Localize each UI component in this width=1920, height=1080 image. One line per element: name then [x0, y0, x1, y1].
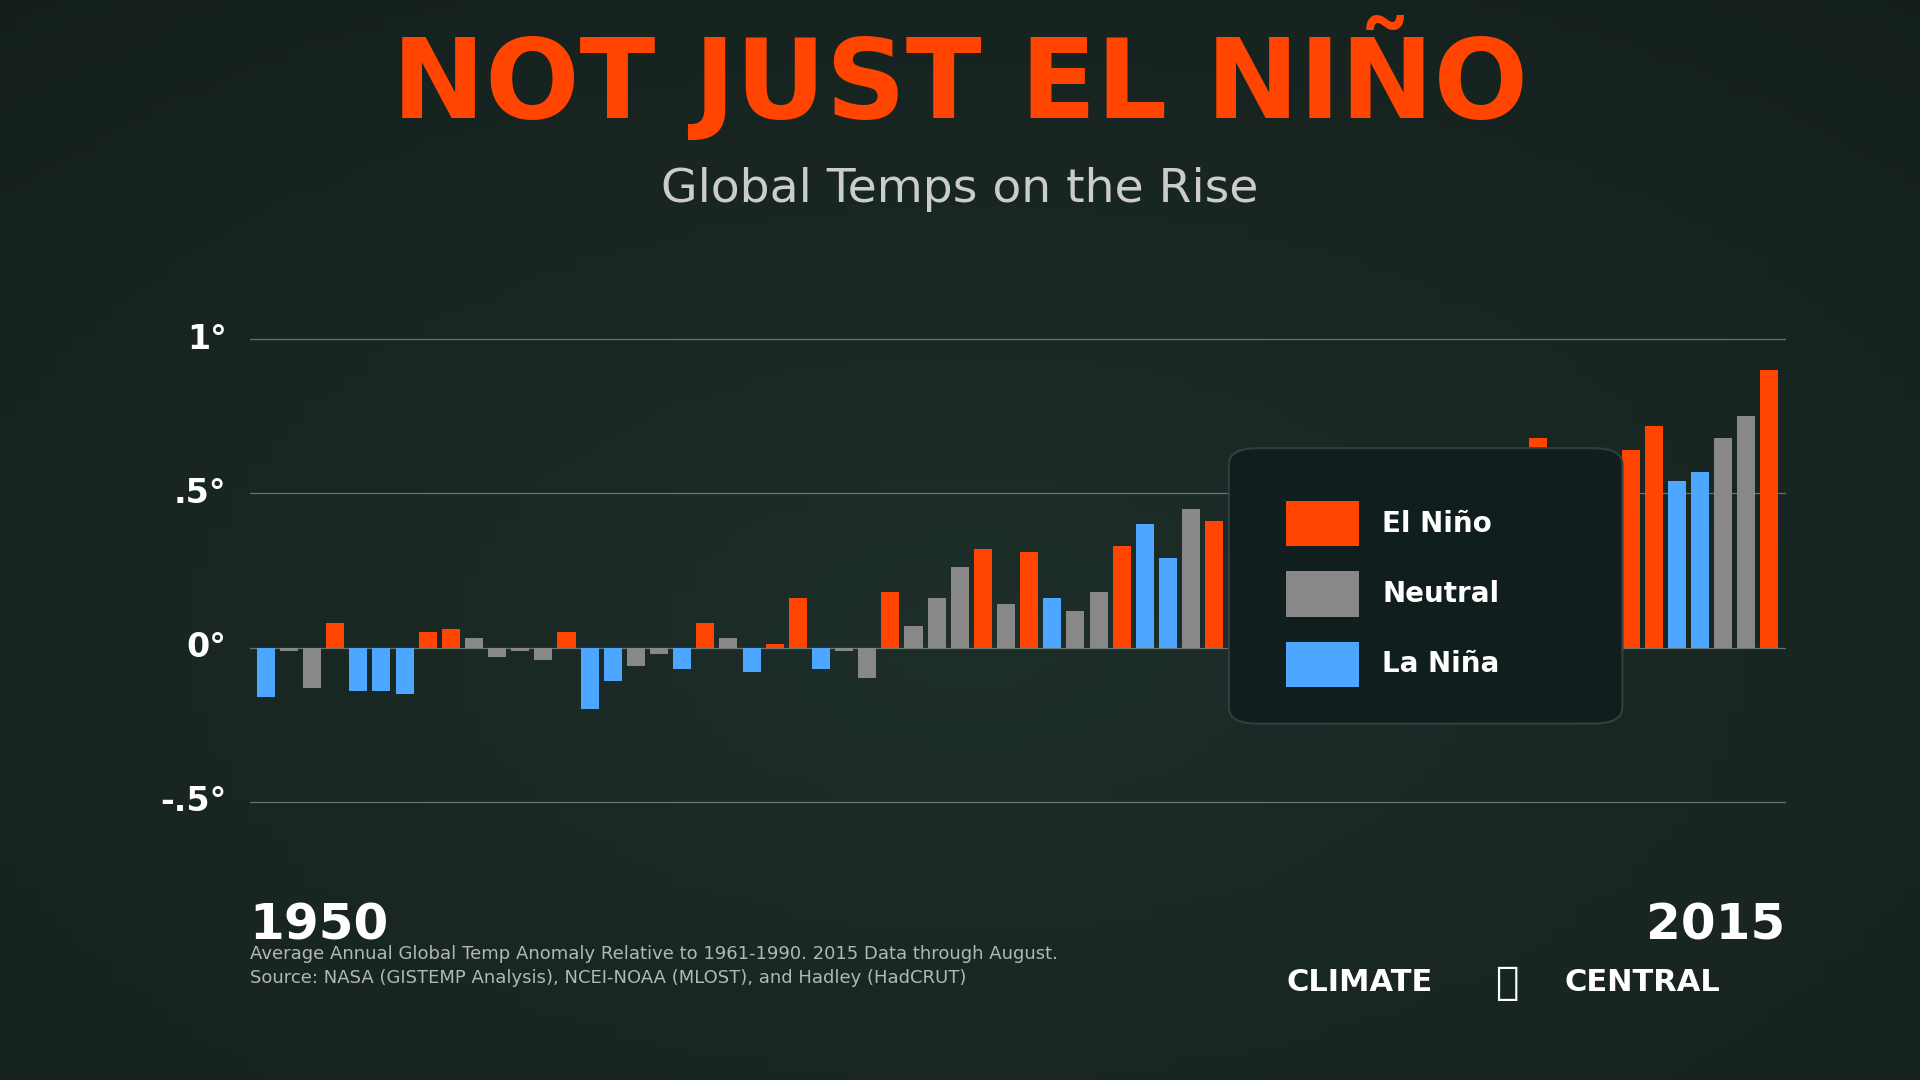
Bar [1528, 438, 1548, 648]
Bar [858, 648, 876, 678]
Bar [743, 648, 760, 672]
Bar [1298, 509, 1315, 648]
Bar [488, 648, 507, 657]
Bar [326, 623, 344, 648]
Text: La Niña: La Niña [1382, 650, 1500, 678]
Bar [349, 648, 367, 691]
Text: Neutral: Neutral [1382, 580, 1500, 608]
Bar [1622, 450, 1640, 648]
Text: NOT JUST EL NIÑO: NOT JUST EL NIÑO [392, 16, 1528, 141]
Bar [1390, 524, 1407, 648]
Bar [1551, 460, 1571, 648]
Bar [1183, 509, 1200, 648]
Bar [1275, 552, 1292, 648]
Bar [1252, 573, 1269, 648]
Bar [257, 648, 275, 697]
Bar [766, 645, 783, 648]
Bar [812, 648, 829, 670]
Bar [1413, 518, 1432, 648]
Bar [1020, 552, 1039, 648]
Bar [1066, 610, 1085, 648]
Bar [1738, 417, 1755, 648]
Bar [996, 605, 1016, 648]
Text: .5°: .5° [175, 477, 227, 510]
Text: Average Annual Global Temp Anomaly Relative to 1961-1990. 2015 Data through Augu: Average Annual Global Temp Anomaly Relat… [250, 945, 1058, 987]
Text: Global Temps on the Rise: Global Temps on the Rise [660, 167, 1260, 213]
Text: 0°: 0° [186, 631, 227, 664]
Bar [1761, 370, 1778, 648]
Bar [396, 648, 413, 693]
Bar [1137, 524, 1154, 648]
Bar [442, 629, 461, 648]
Text: El Niño: El Niño [1382, 510, 1492, 538]
Bar [1436, 481, 1455, 648]
Bar [835, 648, 852, 650]
Bar [697, 623, 714, 648]
Bar [904, 626, 922, 648]
Bar [1043, 598, 1062, 648]
Bar [557, 632, 576, 648]
Bar [881, 592, 899, 648]
Bar [1599, 481, 1617, 648]
Bar [1160, 558, 1177, 648]
Bar [280, 648, 298, 650]
Bar [927, 598, 947, 648]
Bar [651, 648, 668, 653]
Bar [789, 598, 806, 648]
Text: -.5°: -.5° [159, 785, 227, 819]
Bar [372, 648, 390, 691]
Bar [419, 632, 436, 648]
Bar [1367, 460, 1384, 648]
Bar [534, 648, 553, 660]
Bar [465, 638, 484, 648]
Bar [973, 549, 993, 648]
Bar [1574, 457, 1594, 648]
Bar [1344, 505, 1361, 648]
Bar [1715, 438, 1732, 648]
Text: ⦻: ⦻ [1496, 963, 1519, 1002]
Bar [1114, 545, 1131, 648]
Bar [1459, 454, 1478, 648]
Text: 1950: 1950 [250, 902, 390, 949]
Bar [1668, 481, 1686, 648]
Bar [720, 638, 737, 648]
Bar [1321, 540, 1338, 648]
Bar [603, 648, 622, 681]
Bar [1645, 426, 1663, 648]
Text: CLIMATE: CLIMATE [1286, 969, 1432, 997]
Bar [1505, 481, 1524, 648]
Bar [1692, 472, 1709, 648]
Text: 2015: 2015 [1645, 902, 1786, 949]
Bar [674, 648, 691, 670]
Bar [511, 648, 530, 650]
Bar [950, 567, 970, 648]
Bar [1482, 457, 1501, 648]
Bar [1206, 522, 1223, 648]
Bar [580, 648, 599, 710]
Text: 1°: 1° [186, 323, 227, 356]
Text: CENTRAL: CENTRAL [1565, 969, 1720, 997]
Bar [303, 648, 321, 688]
Bar [1229, 577, 1246, 648]
Bar [1089, 592, 1108, 648]
Bar [628, 648, 645, 666]
